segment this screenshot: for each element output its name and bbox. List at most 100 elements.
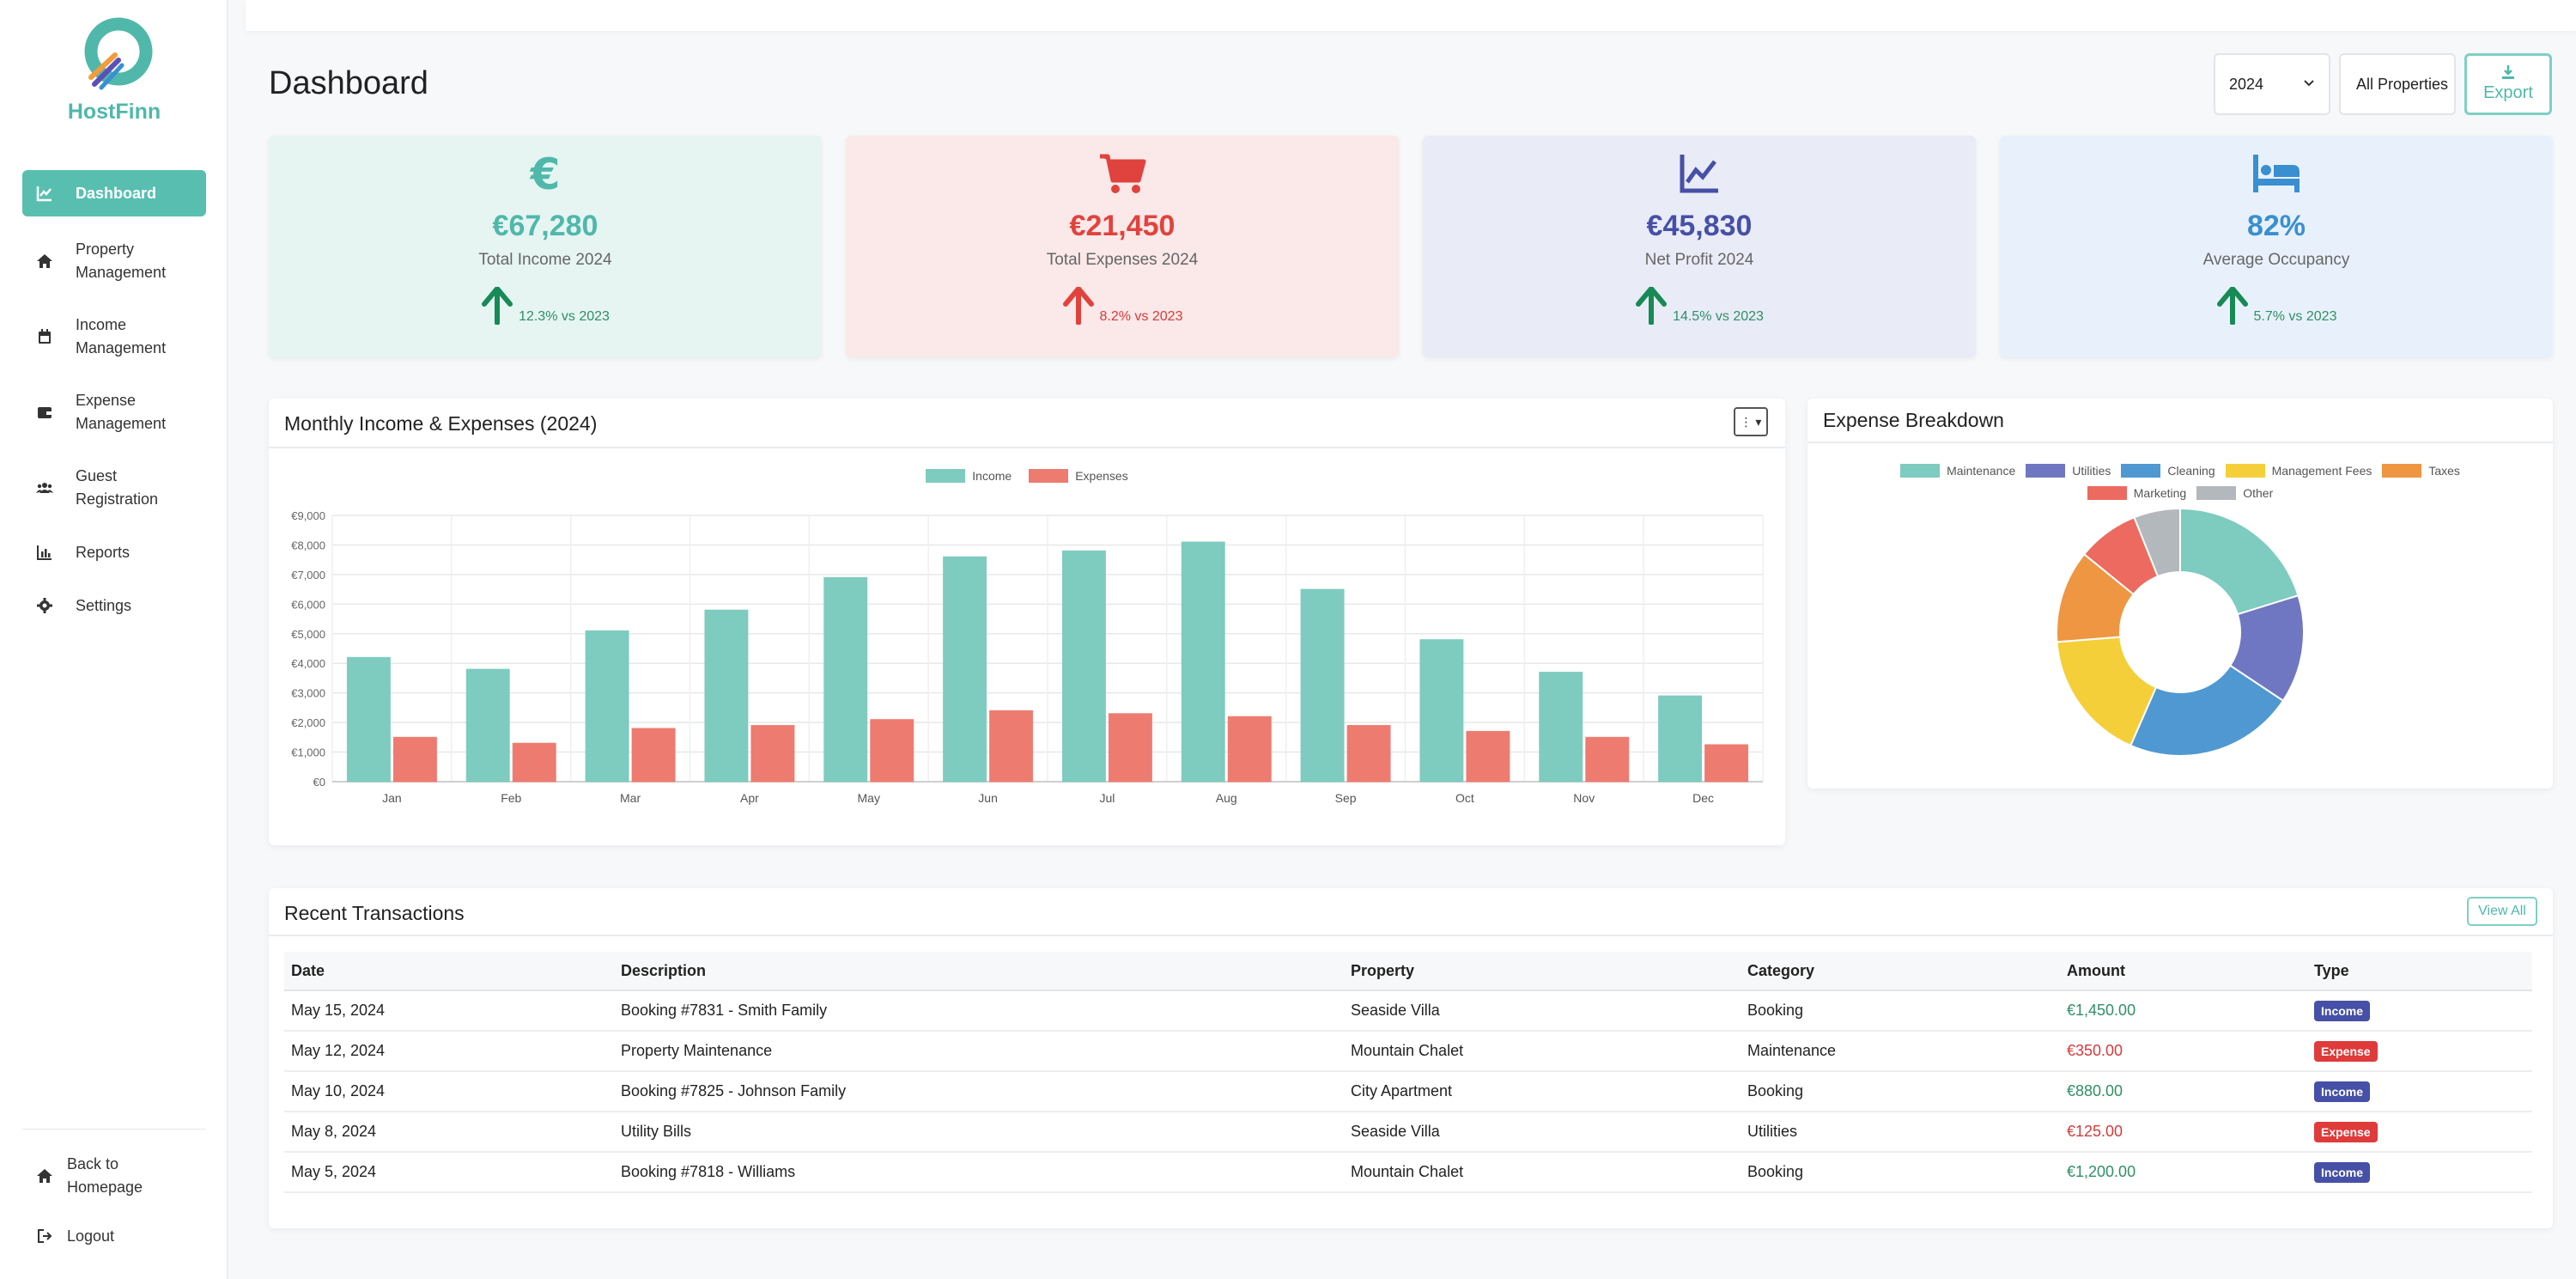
sidebar-item-logout[interactable]: Logout — [22, 1209, 206, 1263]
legend-label: Other — [2243, 486, 2274, 500]
table-row[interactable]: May 10, 2024 Booking #7825 - Johnson Fam… — [284, 1072, 2532, 1112]
sidebar-item-back-to-homepage[interactable]: Back to Homepage — [22, 1142, 206, 1209]
users-icon — [36, 479, 53, 496]
cell-property: Seaside Villa — [1351, 1123, 1440, 1140]
type-badge: Income — [2314, 1081, 2371, 1102]
slice-maintenance[interactable] — [2179, 507, 2300, 616]
export-button[interactable]: Export — [2464, 53, 2552, 115]
bar-income-oct[interactable] — [1419, 639, 1464, 783]
cell-property: Mountain Chalet — [1351, 1042, 1464, 1059]
property-select[interactable]: All Properties — [2339, 53, 2456, 115]
bar-expenses-jan[interactable] — [392, 736, 437, 783]
bar-income-aug[interactable] — [1181, 541, 1225, 783]
bar-income-may[interactable] — [823, 576, 868, 783]
legend-label: Maintenance — [1947, 464, 2016, 478]
sidebar-item-guest-registration[interactable]: Guest Registration — [22, 450, 206, 526]
bar-expenses-feb[interactable] — [512, 742, 556, 783]
hostfinn-logo-icon — [84, 17, 153, 90]
legend-item[interactable]: Taxes — [2382, 464, 2460, 478]
bar-income-mar[interactable] — [585, 630, 629, 783]
legend-item[interactable]: Maintenance — [1900, 464, 2015, 478]
table-row[interactable]: May 5, 2024 Booking #7818 - Williams Mou… — [284, 1153, 2532, 1193]
bar-expenses-jun[interactable] — [989, 710, 1034, 783]
type-badge: Income — [2314, 1161, 2371, 1183]
legend-item[interactable]: Income — [926, 469, 1012, 483]
sidebar-item-settings[interactable]: Settings — [22, 579, 206, 632]
bar-expenses-aug[interactable] — [1227, 716, 1272, 783]
bar-expenses-sep[interactable] — [1346, 725, 1391, 783]
type-badge: Income — [2314, 1000, 2371, 1021]
column-header-category[interactable]: Category — [1747, 961, 1815, 979]
cell-property: Mountain Chalet — [1351, 1163, 1464, 1180]
bar-income-nov[interactable] — [1539, 672, 1583, 783]
sidebar-item-income-management[interactable]: Income Management — [22, 299, 206, 375]
bar-expenses-mar[interactable] — [631, 728, 676, 783]
column-header-amount[interactable]: Amount — [2067, 961, 2125, 979]
x-tick-label: Aug — [1216, 791, 1237, 805]
column-header-description[interactable]: Description — [621, 961, 707, 979]
stat-card-total-income: € €67,280 Total Income 2024 12.3% vs 202… — [269, 136, 822, 357]
sidebar-item-label: Logout — [67, 1227, 115, 1245]
year-select[interactable]: 2024 — [2214, 53, 2330, 115]
stat-label: Total Income 2024 — [478, 251, 612, 269]
bar-income-sep[interactable] — [1300, 588, 1345, 783]
table-row[interactable]: May 15, 2024 Booking #7831 - Smith Famil… — [284, 991, 2532, 1032]
slice-management-fees[interactable] — [2056, 636, 2158, 747]
bar-income-feb[interactable] — [465, 668, 510, 783]
bar-expenses-apr[interactable] — [750, 725, 795, 783]
bar-expenses-nov[interactable] — [1585, 736, 1630, 783]
monthly-chart-panel: Monthly Income & Expenses (2024) ⋮ ▾ Inc… — [269, 399, 1785, 845]
column-header-type[interactable]: Type — [2314, 961, 2349, 979]
panel-title: Monthly Income & Expenses (2024) — [284, 412, 598, 435]
legend-item[interactable]: Other — [2196, 486, 2273, 500]
sidebar-item-reports[interactable]: Reports — [22, 526, 206, 579]
bar-expenses-dec[interactable] — [1704, 744, 1749, 783]
bar-expenses-may[interactable] — [870, 719, 914, 783]
cell-amount: €1,450.00 — [2067, 1002, 2136, 1019]
app-logo[interactable]: HostFinn — [0, 17, 228, 125]
bar-chart-legend: Income Expenses — [269, 469, 1785, 491]
cell-date: May 12, 2024 — [291, 1042, 386, 1059]
legend-item[interactable]: Utilities — [2026, 464, 2111, 478]
bar-expenses-oct[interactable] — [1466, 730, 1510, 783]
bar-income-jan[interactable] — [346, 656, 391, 783]
view-all-button[interactable]: View All — [2467, 897, 2537, 926]
stat-trend: 8.2% vs 2023 — [1099, 309, 1183, 324]
dots-vertical-icon: ⋮ ▾ — [1740, 414, 1762, 429]
bar-income-jun[interactable] — [943, 556, 987, 783]
bar-income-jul[interactable] — [1061, 550, 1106, 783]
arrow-up-icon — [1062, 287, 1094, 325]
table-row[interactable]: May 8, 2024 Utility Bills Seaside Villa … — [284, 1112, 2532, 1153]
slice-cleaning[interactable] — [2129, 664, 2285, 757]
y-tick-label: €6,000 — [291, 598, 325, 611]
type-badge: Expense — [2314, 1040, 2378, 1062]
cell-date: May 15, 2024 — [291, 1002, 386, 1019]
column-header-date[interactable]: Date — [291, 961, 325, 979]
legend-item[interactable]: Management Fees — [2225, 464, 2372, 478]
legend-swatch — [1029, 469, 1069, 483]
sidebar-item-property-management[interactable]: Property Management — [22, 223, 206, 299]
column-header-property[interactable]: Property — [1351, 961, 1415, 979]
stat-trend: 14.5% vs 2023 — [1673, 309, 1764, 324]
slice-other[interactable] — [2133, 507, 2181, 578]
bar-expenses-jul[interactable] — [1108, 713, 1152, 783]
legend-item[interactable]: Expenses — [1029, 469, 1128, 483]
legend-swatch — [2121, 464, 2161, 478]
sidebar-item-expense-management[interactable]: Expense Management — [22, 375, 206, 450]
sidebar-item-dashboard[interactable]: Dashboard — [22, 170, 206, 216]
sidebar-item-label: Expense Management — [76, 392, 167, 432]
bar-income-dec[interactable] — [1658, 695, 1703, 783]
legend-item[interactable]: Cleaning — [2121, 464, 2215, 478]
cell-property: Seaside Villa — [1351, 1002, 1440, 1019]
legend-item[interactable]: Marketing — [2087, 486, 2186, 500]
table-row[interactable]: May 12, 2024 Property Maintenance Mounta… — [284, 1032, 2532, 1072]
bar-income-apr[interactable] — [704, 609, 749, 783]
gear-icon — [36, 597, 53, 614]
pie-chart-legend: Maintenance Utilities Cleaning Management F… — [1842, 464, 2518, 509]
stat-value: €21,450 — [1069, 210, 1176, 242]
chart-menu-button[interactable]: ⋮ ▾ — [1734, 407, 1768, 436]
cell-description: Booking #7825 - Johnson Family — [621, 1082, 847, 1099]
y-tick-label: €9,000 — [291, 509, 325, 522]
stat-trend: 12.3% vs 2023 — [519, 309, 610, 324]
y-tick-label: €3,000 — [291, 687, 325, 700]
